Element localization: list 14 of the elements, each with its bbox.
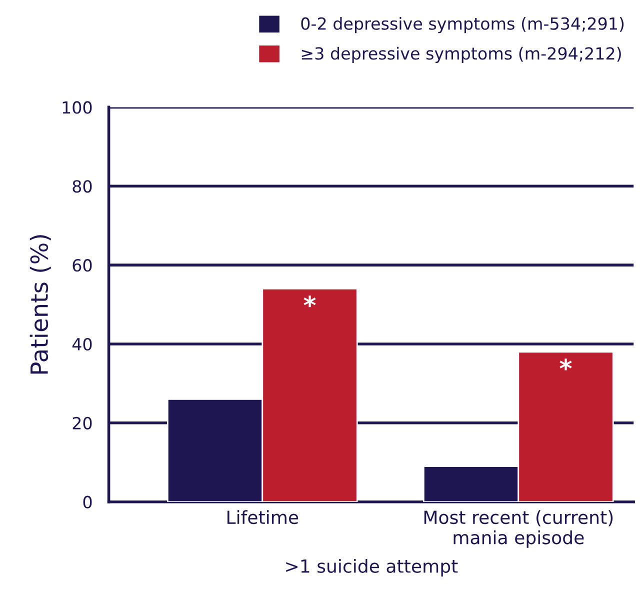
x-tick-label: Lifetime xyxy=(228,510,298,524)
y-tick-label: 60 xyxy=(72,259,92,272)
x-tick-label: Most recent (current) mania episode xyxy=(424,510,613,548)
legend-label: 0-2 depressive symptoms (m-534;291) xyxy=(301,17,624,34)
y-axis-title: Patients (%) xyxy=(30,235,51,374)
y-tick-label: 20 xyxy=(72,416,92,430)
y-tick-label: 80 xyxy=(72,180,92,193)
y-tick-label: 40 xyxy=(72,338,92,351)
annotation: * xyxy=(304,296,316,308)
annotation: * xyxy=(560,358,572,370)
x-axis-title: >1 suicide attempt xyxy=(286,558,458,576)
y-tick-label: 100 xyxy=(62,101,92,114)
legend-label: ≥3 depressive symptoms (m-294;212) xyxy=(302,46,621,63)
y-tick-label: 0 xyxy=(83,496,92,508)
